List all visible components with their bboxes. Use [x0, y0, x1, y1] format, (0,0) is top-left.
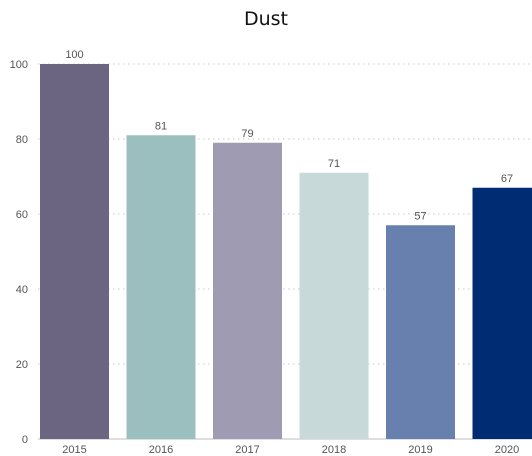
bar [299, 172, 369, 439]
bar [40, 64, 109, 439]
x-tick-label: 2016 [149, 444, 173, 456]
data-label: 81 [155, 120, 167, 132]
x-tick-label: 2017 [235, 444, 259, 456]
y-tick-label: 20 [16, 359, 28, 371]
data-label: 100 [65, 49, 83, 61]
y-tick-label: 40 [16, 284, 28, 296]
bar [213, 142, 282, 439]
x-tick-label: 2019 [408, 444, 432, 456]
y-tick-label: 0 [22, 434, 28, 446]
data-label: 67 [501, 173, 513, 185]
y-tick-label: 100 [10, 59, 28, 71]
data-label: 71 [328, 158, 340, 170]
data-label: 57 [414, 210, 426, 222]
bar [126, 135, 196, 439]
data-label: 79 [241, 128, 253, 140]
bar [386, 225, 455, 439]
x-tick-label: 2015 [62, 444, 86, 456]
y-tick-label: 80 [16, 134, 28, 146]
chart-title: Dust [243, 8, 289, 30]
x-tick-label: 2018 [322, 444, 346, 456]
x-tick-label: 2020 [495, 444, 519, 456]
y-tick-label: 60 [16, 209, 28, 221]
bar [472, 187, 532, 439]
